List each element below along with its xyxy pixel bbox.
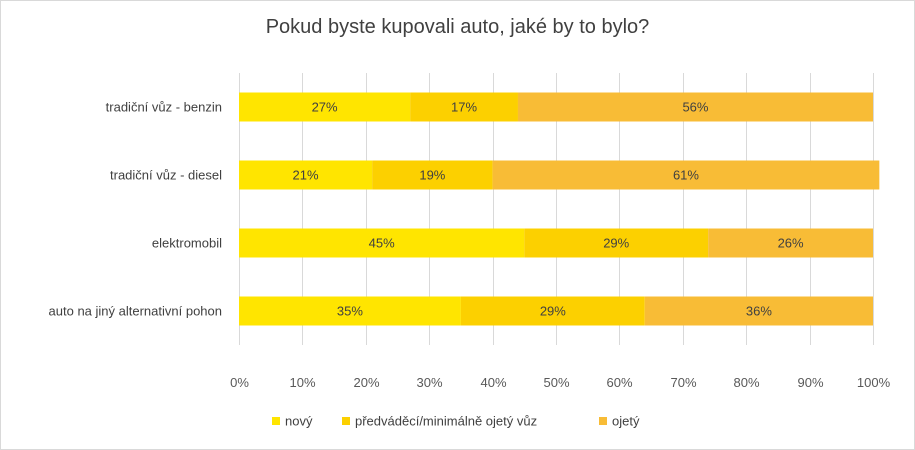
data-label: 61% [673,168,699,183]
legend-swatch [342,417,350,425]
category-label: elektromobil [152,236,222,251]
legend-swatch [599,417,607,425]
x-tick-label: 20% [353,375,379,390]
x-tick-label: 90% [797,375,823,390]
chart-title: Pokud byste kupovali auto, jaké by to by… [265,16,650,38]
category-label: tradiční vůz - diesel [110,168,222,183]
x-tick-label: 0% [230,375,249,390]
x-tick-label: 80% [733,375,759,390]
legend-swatch [272,417,280,425]
data-label: 21% [293,168,319,183]
category-label: tradiční vůz - benzin [106,100,222,115]
x-tick-label: 40% [480,375,506,390]
data-label: 27% [312,100,338,115]
bar-segment [708,228,873,258]
bar-segment [410,92,518,122]
bar-segment [517,92,873,122]
category-label: auto na jiný alternativní pohon [49,304,222,319]
data-label: 29% [540,304,566,319]
x-tick-label: 100% [857,375,891,390]
bar-segment [372,160,493,190]
x-tick-label: 10% [289,375,315,390]
x-tick-label: 60% [606,375,632,390]
bar-segment [239,92,411,122]
bar-segment [239,296,461,326]
data-label: 29% [603,236,629,251]
data-label: 19% [419,168,445,183]
legend-label: ojetý [612,414,640,429]
bar-segment [492,160,880,190]
legend-label: předváděcí/minimálně ojetý vůz [355,414,537,429]
data-label: 45% [369,236,395,251]
x-tick-label: 50% [543,375,569,390]
data-label: 36% [746,304,772,319]
x-tick-label: 70% [670,375,696,390]
data-label: 56% [682,100,708,115]
bar-segment [239,228,525,258]
legend-label: nový [285,414,313,429]
x-tick-label: 30% [416,375,442,390]
data-label: 26% [778,236,804,251]
bar-segment [524,228,709,258]
data-label: 35% [337,304,363,319]
data-label: 17% [451,100,477,115]
bar-segment [239,160,373,190]
bar-segment [460,296,645,326]
bar-segment [644,296,873,326]
